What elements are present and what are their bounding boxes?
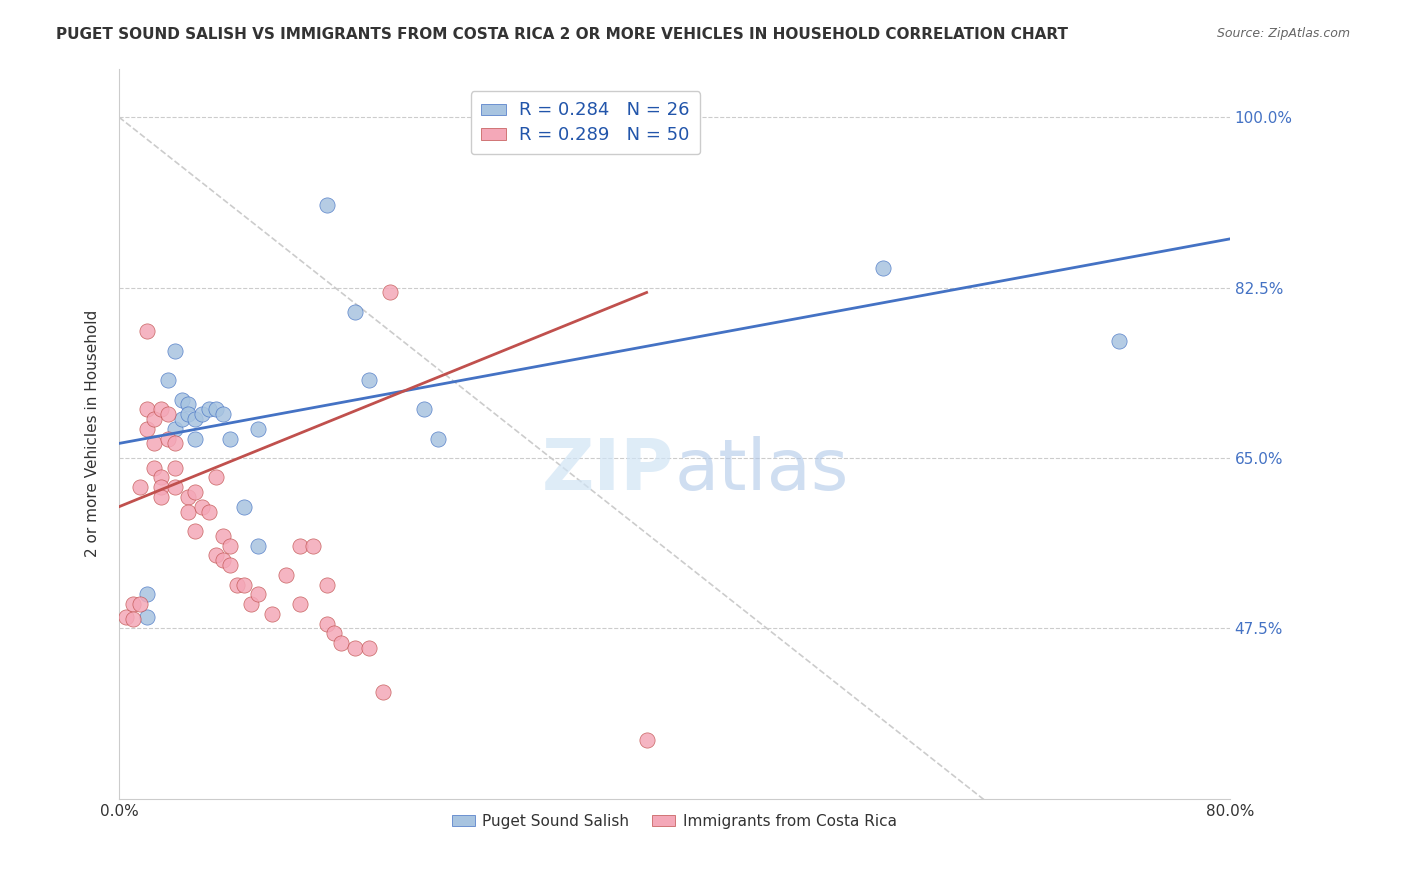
Point bbox=[288, 597, 311, 611]
Point bbox=[274, 567, 297, 582]
Point bbox=[163, 343, 186, 358]
Point bbox=[1108, 334, 1130, 348]
Point bbox=[115, 609, 138, 624]
Legend: Puget Sound Salish, Immigrants from Costa Rica: Puget Sound Salish, Immigrants from Cost… bbox=[446, 808, 903, 835]
Point bbox=[163, 436, 186, 450]
Point bbox=[135, 402, 157, 417]
Point bbox=[163, 480, 186, 494]
Point bbox=[177, 397, 200, 411]
Point bbox=[142, 436, 165, 450]
Point bbox=[135, 325, 157, 339]
Point bbox=[163, 460, 186, 475]
Point bbox=[872, 261, 894, 276]
Point bbox=[233, 577, 256, 591]
Point bbox=[177, 505, 200, 519]
Point bbox=[427, 432, 450, 446]
Text: Source: ZipAtlas.com: Source: ZipAtlas.com bbox=[1216, 27, 1350, 40]
Point bbox=[170, 412, 193, 426]
Point bbox=[233, 500, 256, 514]
Point bbox=[371, 684, 394, 698]
Point bbox=[246, 587, 269, 601]
Point bbox=[288, 539, 311, 553]
Point bbox=[135, 587, 157, 601]
Point bbox=[330, 636, 353, 650]
Point bbox=[316, 616, 339, 631]
Point bbox=[156, 407, 179, 421]
Point bbox=[357, 373, 380, 387]
Point bbox=[198, 402, 221, 417]
Point bbox=[184, 412, 207, 426]
Point bbox=[205, 470, 228, 484]
Point bbox=[149, 402, 172, 417]
Point bbox=[191, 500, 214, 514]
Point bbox=[344, 305, 367, 319]
Point bbox=[226, 577, 249, 591]
Point bbox=[636, 733, 658, 747]
Point bbox=[260, 607, 283, 621]
Point bbox=[156, 432, 179, 446]
Point bbox=[184, 432, 207, 446]
Point bbox=[149, 490, 172, 504]
Point bbox=[219, 539, 242, 553]
Point bbox=[316, 577, 339, 591]
Point bbox=[184, 485, 207, 500]
Point bbox=[149, 470, 172, 484]
Point bbox=[122, 612, 145, 626]
Point bbox=[128, 597, 150, 611]
Point bbox=[378, 285, 401, 300]
Point bbox=[239, 597, 262, 611]
Point bbox=[142, 412, 165, 426]
Point bbox=[135, 609, 157, 624]
Point bbox=[170, 392, 193, 407]
Point bbox=[205, 549, 228, 563]
Point bbox=[163, 422, 186, 436]
Point bbox=[323, 626, 346, 640]
Point bbox=[344, 640, 367, 655]
Point bbox=[128, 480, 150, 494]
Point bbox=[212, 553, 235, 567]
Point bbox=[122, 597, 145, 611]
Point bbox=[135, 422, 157, 436]
Point bbox=[413, 402, 436, 417]
Point bbox=[205, 402, 228, 417]
Text: ZIP: ZIP bbox=[543, 435, 675, 505]
Point bbox=[246, 539, 269, 553]
Point bbox=[212, 529, 235, 543]
Point bbox=[198, 505, 221, 519]
Point bbox=[357, 640, 380, 655]
Point bbox=[149, 480, 172, 494]
Point bbox=[302, 539, 325, 553]
Point bbox=[316, 198, 339, 212]
Point bbox=[246, 422, 269, 436]
Y-axis label: 2 or more Vehicles in Household: 2 or more Vehicles in Household bbox=[86, 310, 100, 558]
Point bbox=[184, 524, 207, 538]
Point bbox=[212, 407, 235, 421]
Point bbox=[177, 407, 200, 421]
Point bbox=[156, 373, 179, 387]
Point bbox=[219, 432, 242, 446]
Point bbox=[142, 460, 165, 475]
Point bbox=[219, 558, 242, 573]
Point bbox=[191, 407, 214, 421]
Text: atlas: atlas bbox=[675, 435, 849, 505]
Point bbox=[177, 490, 200, 504]
Text: PUGET SOUND SALISH VS IMMIGRANTS FROM COSTA RICA 2 OR MORE VEHICLES IN HOUSEHOLD: PUGET SOUND SALISH VS IMMIGRANTS FROM CO… bbox=[56, 27, 1069, 42]
